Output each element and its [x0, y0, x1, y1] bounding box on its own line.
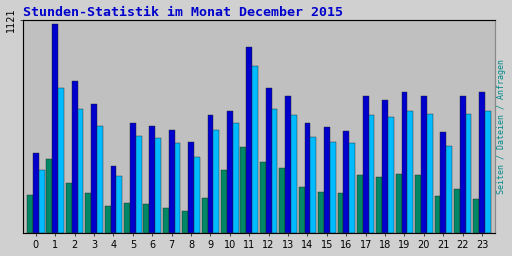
Bar: [446, 146, 452, 233]
Bar: [337, 193, 344, 233]
Bar: [324, 127, 330, 233]
Bar: [427, 114, 433, 233]
Bar: [266, 88, 271, 233]
Bar: [72, 81, 77, 233]
Bar: [285, 96, 291, 233]
Bar: [39, 170, 45, 233]
Bar: [169, 130, 175, 233]
Bar: [175, 143, 180, 233]
Bar: [207, 115, 214, 233]
Bar: [130, 123, 136, 233]
Bar: [227, 111, 233, 233]
Bar: [330, 142, 335, 233]
Bar: [91, 103, 97, 233]
Bar: [33, 153, 39, 233]
Bar: [116, 176, 122, 233]
Bar: [52, 24, 58, 233]
Bar: [66, 183, 72, 233]
Bar: [260, 163, 266, 233]
Bar: [194, 157, 200, 233]
Bar: [241, 147, 246, 233]
Bar: [143, 204, 150, 233]
Bar: [27, 195, 33, 233]
Bar: [163, 208, 169, 233]
Bar: [435, 196, 440, 233]
Bar: [396, 174, 401, 233]
Bar: [460, 96, 465, 233]
Bar: [454, 189, 460, 233]
Bar: [344, 131, 349, 233]
Bar: [408, 111, 413, 233]
Bar: [291, 115, 297, 233]
Y-axis label: Seiten / Dateien / Anfragen: Seiten / Dateien / Anfragen: [498, 59, 506, 194]
Bar: [246, 47, 252, 233]
Bar: [479, 92, 485, 233]
Bar: [357, 175, 362, 233]
Bar: [233, 123, 239, 233]
Bar: [221, 170, 227, 233]
Bar: [271, 109, 278, 233]
Bar: [77, 109, 83, 233]
Bar: [150, 126, 155, 233]
Bar: [97, 126, 103, 233]
Bar: [155, 138, 161, 233]
Bar: [104, 206, 111, 233]
Bar: [401, 92, 408, 233]
Bar: [349, 143, 355, 233]
Bar: [376, 177, 382, 233]
Bar: [485, 111, 491, 233]
Bar: [58, 88, 64, 233]
Bar: [280, 168, 285, 233]
Bar: [214, 130, 219, 233]
Bar: [136, 136, 141, 233]
Bar: [415, 175, 421, 233]
Bar: [318, 192, 324, 233]
Text: Stunden-Statistik im Monat December 2015: Stunden-Statistik im Monat December 2015: [23, 6, 343, 18]
Bar: [124, 203, 130, 233]
Bar: [182, 211, 188, 233]
Bar: [310, 137, 316, 233]
Bar: [473, 199, 479, 233]
Bar: [362, 96, 369, 233]
Bar: [369, 115, 374, 233]
Bar: [252, 66, 258, 233]
Bar: [382, 100, 388, 233]
Bar: [111, 166, 116, 233]
Bar: [388, 117, 394, 233]
Bar: [188, 142, 194, 233]
Bar: [465, 114, 472, 233]
Bar: [47, 159, 52, 233]
Bar: [86, 193, 91, 233]
Bar: [440, 132, 446, 233]
Bar: [305, 123, 310, 233]
Bar: [202, 198, 207, 233]
Bar: [298, 187, 305, 233]
Bar: [421, 96, 427, 233]
